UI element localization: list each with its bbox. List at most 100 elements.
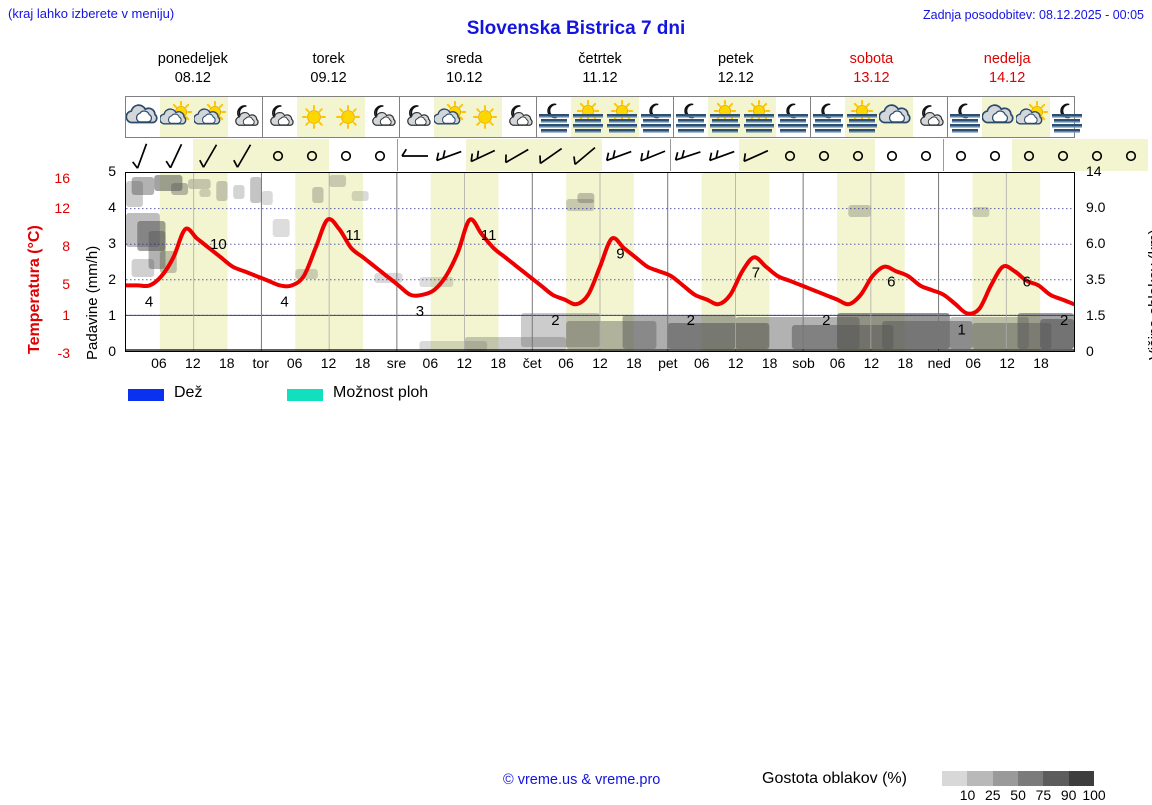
- cloud-density-legend-label: Gostota oblakov (%): [762, 770, 907, 788]
- temperature-point-label: 6: [1023, 274, 1031, 291]
- precipitation-tick: 4: [94, 199, 116, 215]
- x-tick-label: 18: [762, 355, 778, 371]
- sun-icon: [297, 97, 331, 137]
- temperature-tick: 8: [36, 238, 70, 254]
- day-date: 12.12: [668, 69, 804, 88]
- cloud-density-tick: 10: [960, 787, 976, 803]
- precipitation-tick: 0: [94, 343, 116, 359]
- wind-barb-icon: [398, 139, 432, 171]
- day-name: sreda: [396, 50, 532, 69]
- temperature-point-label: 2: [551, 312, 559, 329]
- wind-barb-row: [125, 139, 1075, 171]
- sun-fog-icon: [605, 97, 639, 137]
- day-name: sobota: [804, 50, 940, 69]
- x-tick-label: 06: [965, 355, 981, 371]
- moon-fog-icon: [639, 97, 673, 137]
- wind-barb-icon: [671, 139, 705, 171]
- icon-day-7: [948, 97, 1084, 137]
- wind-barb-icon: [466, 139, 500, 171]
- calm-wind-icon: [841, 139, 875, 171]
- temperature-point-label: 11: [481, 227, 497, 244]
- temperature-point-label: 4: [145, 293, 153, 310]
- cloud-density-gradient-bar: [942, 771, 1094, 786]
- sun-icon: [468, 97, 502, 137]
- wind-barb-icon: [159, 139, 193, 171]
- icon-day-5: [674, 97, 811, 137]
- cloudy-icon: [879, 97, 913, 137]
- day-date: 13.12: [804, 69, 940, 88]
- x-tick-label: 06: [830, 355, 846, 371]
- moon-cloud-icon: [400, 97, 434, 137]
- wind-barb-icon: [739, 139, 773, 171]
- cloudy-icon: [126, 97, 160, 137]
- legend: Dež Možnost ploh © vreme.us & vreme.pro …: [0, 384, 1152, 424]
- cloud-density-step: [1069, 771, 1094, 786]
- calm-wind-icon: [978, 139, 1012, 171]
- x-tick-label: čet: [523, 355, 542, 371]
- wind-barb-icon: [705, 139, 739, 171]
- wind-barb-icon: [602, 139, 636, 171]
- cloudheight-tick: 14: [1086, 163, 1126, 179]
- cloud-density-step: [942, 771, 967, 786]
- day-date: 14.12: [939, 69, 1075, 88]
- x-tick-label: 18: [898, 355, 914, 371]
- x-tick-label: 12: [864, 355, 880, 371]
- temperature-tick: 12: [36, 200, 70, 216]
- x-tick-label: 18: [490, 355, 506, 371]
- x-tick-label: 06: [558, 355, 574, 371]
- x-tick-label: 06: [287, 355, 303, 371]
- x-tick-label: 06: [151, 355, 167, 371]
- showers-legend-label: Možnost ploh: [333, 384, 428, 402]
- calm-wind-icon: [363, 139, 397, 171]
- temperature-axis: Temperatura (°C): [4, 178, 30, 358]
- sun-icon: [331, 97, 365, 137]
- temperature-point-label: 1: [958, 322, 966, 339]
- copyright-link[interactable]: © vreme.us & vreme.pro: [503, 772, 660, 788]
- showers-color-swatch: [287, 389, 323, 401]
- calm-wind-icon: [1046, 139, 1080, 171]
- wind-barb-icon: [193, 139, 227, 171]
- icon-day-1: [126, 97, 263, 137]
- day-name: torek: [261, 50, 397, 69]
- day-name: ponedeljek: [125, 50, 261, 69]
- cloudheight-tick: 6.0: [1086, 235, 1126, 251]
- icon-day-2: [263, 97, 400, 137]
- cloudheight-tick: 3.5: [1086, 271, 1126, 287]
- temperature-point-label: 3: [416, 303, 424, 320]
- moon-fog-icon: [811, 97, 845, 137]
- day-name: petek: [668, 50, 804, 69]
- cloud-density-tick: 75: [1036, 787, 1052, 803]
- cloud-density-tick: 50: [1010, 787, 1026, 803]
- x-tick-label: 18: [1033, 355, 1049, 371]
- calm-wind-icon: [295, 139, 329, 171]
- cloudheight-tick: 1.5: [1086, 307, 1126, 323]
- rain-color-swatch: [128, 389, 164, 401]
- sun-cloud-icon: [194, 97, 228, 137]
- temperature-point-label: 4: [280, 293, 288, 310]
- temperature-tick: -3: [36, 345, 70, 361]
- temperature-point-label: 2: [687, 312, 695, 329]
- moon-fog-icon: [1050, 97, 1084, 137]
- sun-cloud-icon: [434, 97, 468, 137]
- temperature-tick: 16: [36, 170, 70, 186]
- x-tick-label: 12: [456, 355, 472, 371]
- cloud-density-tick: 25: [985, 787, 1001, 803]
- wind-barb-icon: [125, 139, 159, 171]
- calm-wind-icon: [329, 139, 363, 171]
- cloud-density-tick: 100: [1082, 787, 1105, 803]
- moon-cloud-icon: [913, 97, 947, 137]
- day-date: 09.12: [261, 69, 397, 88]
- temperature-tick: 5: [36, 276, 70, 292]
- day-name: nedelja: [939, 50, 1075, 69]
- temperature-point-label: 10: [210, 236, 227, 253]
- sun-cloud-icon: [1016, 97, 1050, 137]
- wind-barb-icon: [568, 139, 602, 171]
- cloudy-icon: [982, 97, 1016, 137]
- cloudheight-tick: 0: [1086, 343, 1126, 359]
